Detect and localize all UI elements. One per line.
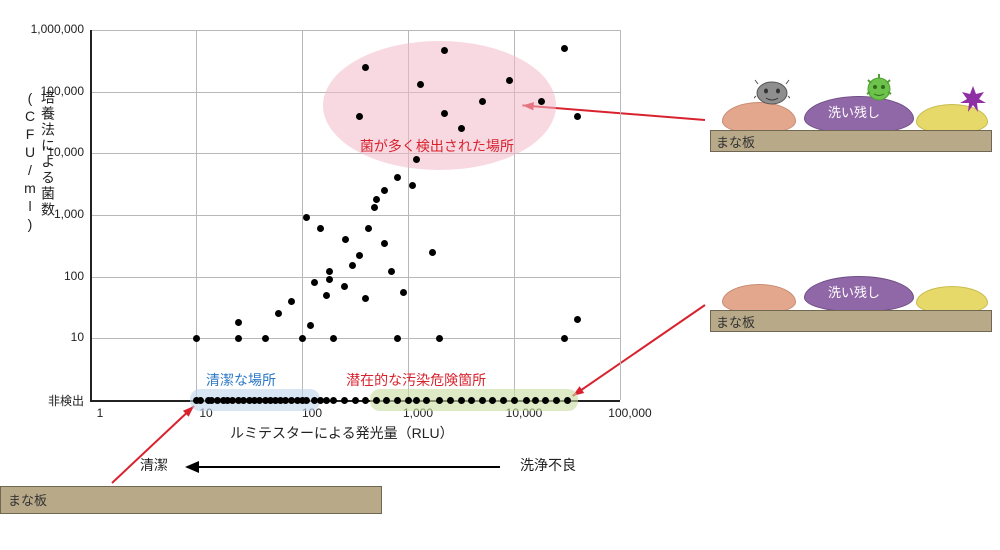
data-point bbox=[326, 268, 333, 275]
data-point bbox=[303, 397, 310, 404]
data-point bbox=[235, 319, 242, 326]
data-point bbox=[323, 397, 330, 404]
data-point bbox=[362, 295, 369, 302]
y-grid bbox=[90, 215, 620, 216]
data-point bbox=[394, 335, 401, 342]
data-point bbox=[362, 64, 369, 71]
data-point bbox=[326, 276, 333, 283]
microbe-spiky-icon bbox=[960, 86, 986, 112]
y-tick-label: 100 bbox=[20, 269, 84, 283]
bottom-board bbox=[0, 486, 382, 514]
y-tick-label: 10 bbox=[20, 330, 84, 344]
top-board-panel: 洗い残し まな板 bbox=[710, 72, 990, 150]
data-point bbox=[383, 397, 390, 404]
data-point bbox=[330, 397, 337, 404]
data-point bbox=[405, 397, 412, 404]
mid-board-label: まな板 bbox=[716, 312, 755, 331]
data-point bbox=[500, 397, 507, 404]
data-point bbox=[506, 77, 513, 84]
data-point bbox=[341, 397, 348, 404]
data-point bbox=[479, 397, 486, 404]
high-region-label: 菌が多く検出された場所 bbox=[360, 136, 514, 156]
data-point bbox=[193, 335, 200, 342]
data-point bbox=[441, 110, 448, 117]
data-point bbox=[523, 397, 530, 404]
data-point bbox=[356, 113, 363, 120]
y-tick-label: 10,000 bbox=[20, 145, 84, 159]
top-board-label: まな板 bbox=[716, 132, 755, 151]
y-tick-label: 1,000 bbox=[20, 207, 84, 221]
data-point bbox=[447, 397, 454, 404]
data-point bbox=[564, 397, 571, 404]
x-axis-title: ルミテスターによる発光量（RLU） bbox=[230, 423, 454, 443]
data-point bbox=[468, 397, 475, 404]
data-point bbox=[197, 397, 204, 404]
cleanliness-arrow bbox=[185, 458, 505, 476]
data-point bbox=[542, 397, 549, 404]
y-tick-label: 100,000 bbox=[20, 84, 84, 98]
microbe-oval-icon bbox=[754, 78, 790, 106]
y-grid bbox=[90, 277, 620, 278]
residue-label-mid: 洗い残し bbox=[828, 282, 880, 301]
data-point bbox=[235, 335, 242, 342]
y-grid bbox=[90, 30, 620, 31]
y-tick-label: 非検出 bbox=[20, 392, 84, 409]
y-grid bbox=[90, 153, 620, 154]
data-point bbox=[413, 397, 420, 404]
data-point bbox=[373, 196, 380, 203]
data-point bbox=[400, 289, 407, 296]
data-point bbox=[373, 397, 380, 404]
latent-region-label: 潜在的な汚染危険箇所 bbox=[346, 370, 486, 390]
data-point bbox=[532, 397, 539, 404]
y-tick-label: 1,000,000 bbox=[20, 22, 84, 36]
y-axis bbox=[90, 30, 92, 400]
data-point bbox=[436, 397, 443, 404]
data-point bbox=[538, 98, 545, 105]
data-point bbox=[394, 397, 401, 404]
data-point bbox=[352, 397, 359, 404]
data-point bbox=[262, 335, 269, 342]
data-point bbox=[288, 298, 295, 305]
data-point bbox=[381, 240, 388, 247]
data-point bbox=[365, 225, 372, 232]
data-point bbox=[553, 397, 560, 404]
data-point bbox=[458, 397, 465, 404]
mid-board-panel: 洗い残し まな板 bbox=[710, 258, 990, 330]
data-point bbox=[574, 113, 581, 120]
data-point bbox=[489, 397, 496, 404]
bottom-board-label: まな板 bbox=[8, 490, 47, 509]
x-tick-label: 100,000 bbox=[600, 406, 660, 420]
data-point bbox=[413, 156, 420, 163]
dirty-label: 洗浄不良 bbox=[520, 455, 576, 475]
y-grid bbox=[90, 338, 620, 339]
data-point bbox=[299, 335, 306, 342]
data-point bbox=[417, 81, 424, 88]
clean-label: 清潔 bbox=[140, 455, 168, 475]
microbe-germ-icon bbox=[862, 70, 896, 104]
data-point bbox=[362, 397, 369, 404]
data-point bbox=[381, 187, 388, 194]
data-point bbox=[311, 279, 318, 286]
data-point bbox=[409, 182, 416, 189]
data-point bbox=[423, 397, 430, 404]
data-point bbox=[429, 249, 436, 256]
data-point bbox=[479, 98, 486, 105]
data-point bbox=[561, 335, 568, 342]
data-point bbox=[323, 292, 330, 299]
x-grid bbox=[620, 30, 621, 400]
clean-region-label: 清潔な場所 bbox=[206, 370, 276, 390]
residue-label-top: 洗い残し bbox=[828, 102, 880, 121]
data-point bbox=[511, 397, 518, 404]
data-point bbox=[341, 283, 348, 290]
